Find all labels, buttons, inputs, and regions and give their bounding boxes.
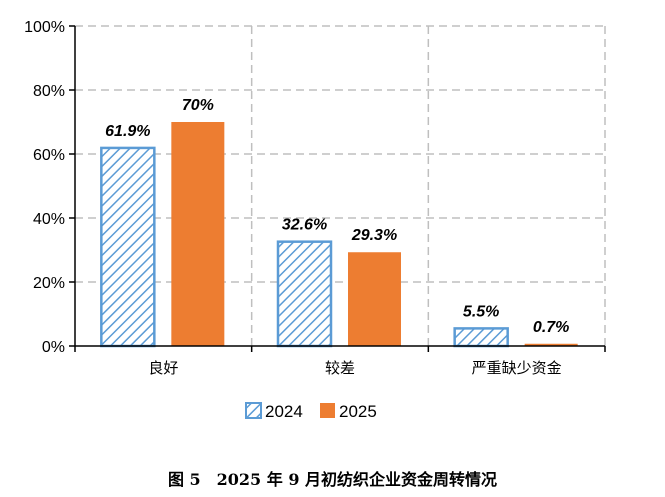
legend-label-2024: 2024	[265, 402, 303, 421]
bar-2025-0	[171, 122, 225, 346]
bar-2024-2	[453, 327, 509, 348]
data-label-2025-0: 70%	[182, 97, 214, 114]
legend-label-2025: 2025	[339, 402, 377, 421]
y-tick-label: 80%	[33, 83, 65, 100]
legend-swatch-2024	[245, 402, 262, 419]
y-tick-label: 0%	[42, 339, 65, 356]
y-tick-label: 60%	[33, 147, 65, 164]
y-tick-label: 40%	[33, 211, 65, 228]
x-tick-label: 严重缺少资金	[472, 359, 562, 377]
bar-chart: 良好 较差 严重缺少资金 0% 20% 40% 60% 80% 100% 61.9% 70% 32.…	[24, 19, 606, 421]
data-label-2025-1: 29.3%	[351, 227, 397, 244]
bars-group	[100, 122, 578, 348]
data-label-2024-0: 61.9%	[105, 123, 150, 140]
bar-2025-2	[524, 343, 578, 346]
x-tick-label: 良好	[148, 359, 178, 377]
data-label-2025-2: 0.7%	[533, 319, 569, 336]
data-labels: 61.9% 70% 32.6% 29.3% 5.5% 0.7%	[105, 97, 569, 336]
data-label-2024-1: 32.6%	[282, 217, 327, 234]
grid-lines	[75, 25, 606, 346]
axes: 良好 较差 严重缺少资金 0% 20% 40% 60% 80% 100%	[24, 19, 606, 377]
y-tick-label: 20%	[33, 275, 65, 292]
y-tick-label: 100%	[24, 19, 65, 36]
figure-caption: 图 5 2025 年 9 月初纺织企业资金周转情况	[167, 470, 498, 489]
data-label-2024-2: 5.5%	[463, 303, 499, 320]
bar-2025-1	[348, 252, 401, 346]
bar-2024-0	[100, 146, 156, 348]
bar-2024-1	[276, 240, 333, 348]
legend: 2024 2025	[245, 402, 377, 421]
x-tick-label: 较差	[325, 359, 355, 377]
legend-swatch-2025	[320, 403, 335, 418]
